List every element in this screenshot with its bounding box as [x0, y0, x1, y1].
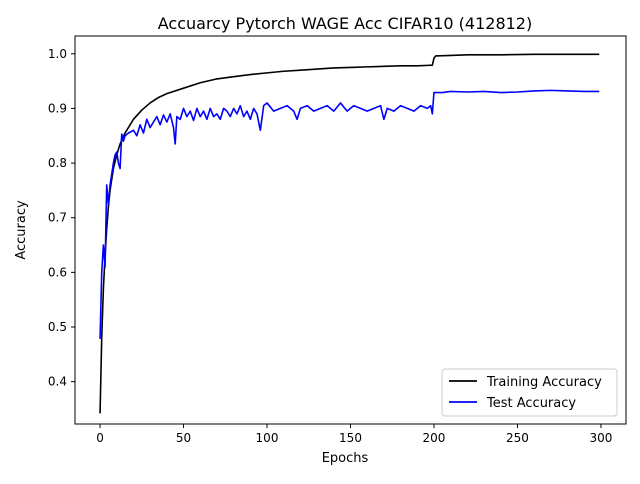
legend-box — [441, 368, 618, 417]
x-axis: 0 50 100 150 200 250 300 — [96, 424, 612, 445]
series-line-training-accuracy — [99, 53, 600, 414]
y-tick-label: 1.0 — [48, 47, 67, 61]
legend-label: Test Accuracy — [486, 396, 576, 411]
x-tick-label: 300 — [590, 431, 613, 445]
x-tick-label: 0 — [96, 431, 104, 445]
y-tick-label: 0.5 — [48, 320, 67, 334]
x-tick-label: 50 — [176, 431, 191, 445]
y-tick-label: 0.7 — [48, 211, 67, 225]
y-tick-label: 0.8 — [48, 156, 67, 170]
y-tick-label: 0.6 — [48, 265, 67, 279]
y-axis: 0.4 0.5 0.6 0.7 0.8 0.9 1.0 — [48, 47, 75, 389]
x-tick-label: 100 — [256, 431, 279, 445]
legend: Training Accuracy Test Accuracy — [441, 368, 618, 417]
y-tick-label: 0.4 — [48, 375, 67, 389]
chart-title: Accuarcy Pytorch WAGE Acc CIFAR10 (41281… — [158, 14, 532, 33]
x-tick-label: 250 — [506, 431, 529, 445]
y-tick-label: 0.9 — [48, 101, 67, 115]
x-tick-label: 150 — [339, 431, 362, 445]
series-line-test-accuracy — [99, 89, 600, 340]
x-tick-label: 200 — [423, 431, 446, 445]
legend-label: Training Accuracy — [486, 375, 602, 390]
x-axis-label: Epochs — [322, 451, 369, 466]
plot-frame — [74, 35, 627, 425]
series-lines — [99, 53, 600, 414]
y-axis-label: Accuracy — [14, 200, 29, 260]
